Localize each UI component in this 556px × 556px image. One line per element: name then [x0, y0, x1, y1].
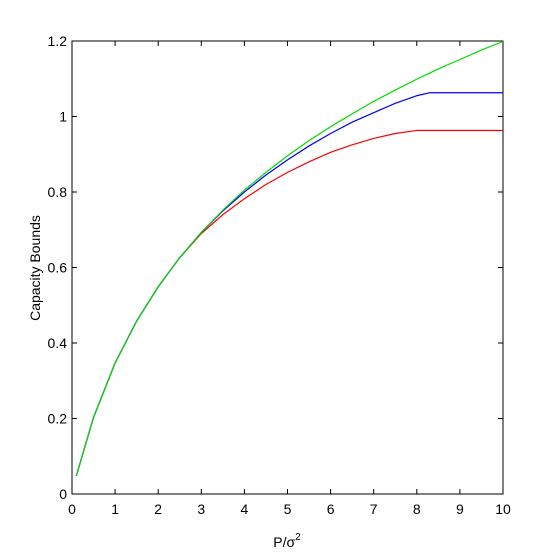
- x-axis-label-main: P/σ: [273, 534, 295, 550]
- y-axis-label: Capacity Bounds: [27, 215, 43, 321]
- x-axis-label: P/σ2: [273, 532, 301, 550]
- series-line: [75, 92, 503, 477]
- y-tick-label: 0.8: [48, 184, 68, 200]
- y-tick-label: 1: [59, 109, 67, 125]
- x-tick-label: 1: [111, 501, 119, 517]
- x-tick-label: 0: [68, 501, 76, 517]
- x-tick-label: 4: [241, 501, 249, 517]
- x-tick-label: 3: [197, 501, 205, 517]
- x-tick-label: 8: [413, 501, 421, 517]
- x-tick-label: 2: [154, 501, 162, 517]
- x-tick-label: 6: [327, 501, 335, 517]
- y-tick-label: 1.2: [48, 33, 68, 49]
- x-tick-label: 7: [370, 501, 378, 517]
- y-tick-label: 0: [59, 486, 67, 502]
- series-line: [75, 40, 504, 477]
- y-tick-label: 0.6: [48, 260, 68, 276]
- series-line: [75, 129, 503, 477]
- plot-frame: [71, 40, 504, 495]
- x-tick-label: 5: [284, 501, 292, 517]
- x-tick-label: 10: [495, 501, 511, 517]
- y-tick-label: 0.4: [48, 335, 68, 351]
- x-tick-label: 9: [456, 501, 464, 517]
- y-tick-label: 0.2: [48, 411, 68, 427]
- x-axis-label-superscript: 2: [295, 532, 301, 543]
